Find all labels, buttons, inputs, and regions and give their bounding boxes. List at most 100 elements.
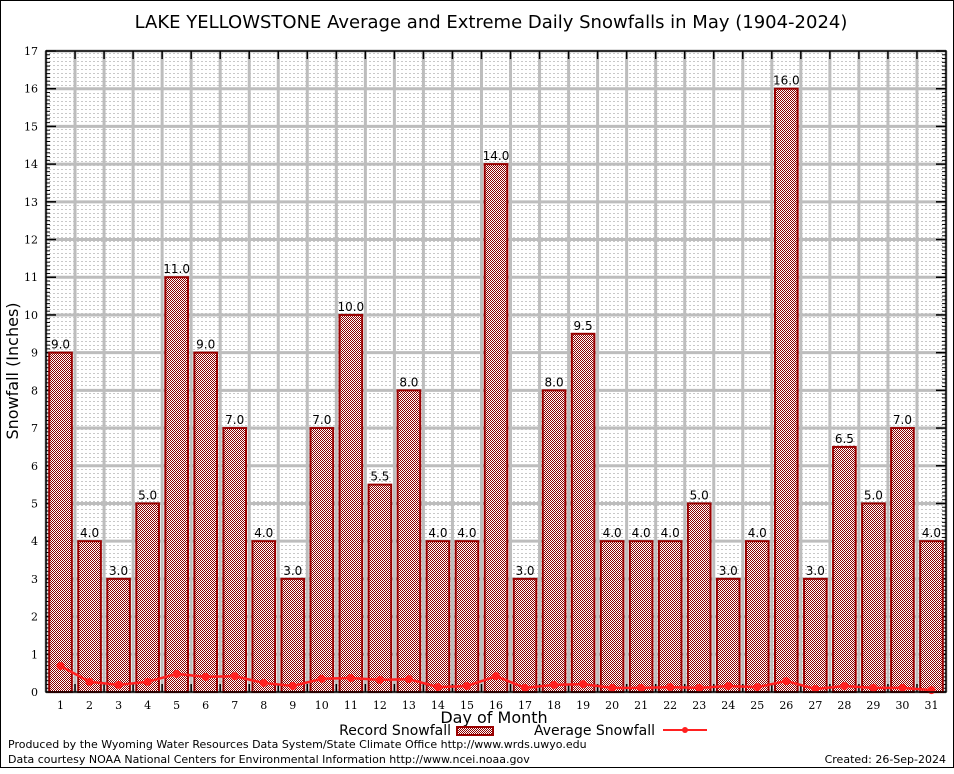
- average-point-day-9: [288, 681, 297, 690]
- bar-label: 3.0: [109, 564, 128, 578]
- bar-label: 4.0: [603, 526, 622, 540]
- x-tick-label: 16: [489, 699, 503, 712]
- bar-record-day-26: [774, 87, 799, 694]
- bar-label: 7.0: [225, 413, 244, 427]
- average-point-day-2: [85, 677, 94, 686]
- plot-border: [45, 50, 947, 693]
- average-point-day-3: [114, 680, 123, 689]
- y-tick-label: 2: [31, 611, 38, 624]
- y-tick-label: 6: [31, 460, 38, 473]
- average-point-day-17: [521, 683, 530, 692]
- average-point-day-12: [375, 675, 384, 684]
- average-point-day-5: [172, 669, 181, 678]
- y-tick-label: 5: [31, 497, 38, 510]
- y-tick-label: 4: [31, 535, 38, 548]
- bar-label: 7.0: [312, 413, 331, 427]
- bar-record-day-5: [164, 276, 189, 693]
- bar-record-day-19: [570, 332, 596, 693]
- x-tick-label: 6: [202, 699, 209, 712]
- bar-record-day-22: [657, 540, 683, 693]
- legend-swatch-record: [456, 726, 494, 736]
- bar-label: 4.0: [661, 526, 680, 540]
- bar-label: 3.0: [806, 564, 825, 578]
- average-point-day-26: [782, 677, 791, 686]
- bar-record-day-20: [599, 540, 625, 693]
- x-tick-label: 25: [750, 699, 764, 712]
- bar-record-day-21: [628, 540, 654, 693]
- bar-record-day-27: [803, 577, 828, 693]
- x-tick-label: 18: [547, 699, 561, 712]
- bar-record-day-29: [861, 502, 886, 693]
- average-point-day-21: [637, 683, 646, 692]
- bar-label: 4.0: [632, 526, 651, 540]
- bar-label: 9.0: [51, 338, 70, 352]
- average-point-day-29: [869, 683, 878, 692]
- bar-record-day-14: [425, 540, 451, 693]
- plot-area: 012345678910111213141516179.04.03.05.011…: [24, 45, 948, 712]
- bar-record-day-7: [222, 427, 248, 693]
- bar-label: 4.0: [254, 526, 273, 540]
- bar-record-day-13: [396, 389, 422, 693]
- average-point-day-19: [579, 680, 588, 689]
- bar-record-day-6: [193, 351, 219, 693]
- x-tick-label: 30: [895, 699, 909, 712]
- average-point-day-23: [695, 683, 704, 692]
- average-point-day-16: [492, 672, 500, 681]
- average-point-day-8: [259, 678, 268, 687]
- bar-label: 5.0: [690, 488, 709, 502]
- bar-label: 10.0: [337, 300, 364, 314]
- bar-record-day-25: [744, 540, 770, 693]
- average-point-day-13: [404, 675, 413, 684]
- average-point-day-28: [840, 681, 849, 690]
- x-tick-label: 22: [663, 699, 677, 712]
- bar-record-day-11: [338, 313, 364, 693]
- average-point-day-27: [811, 684, 820, 693]
- y-tick-label: 3: [31, 573, 38, 586]
- x-tick-label: 31: [924, 699, 938, 712]
- average-point-day-30: [898, 683, 907, 692]
- bar-label: 3.0: [283, 564, 302, 578]
- x-tick-label: 23: [692, 699, 706, 712]
- bar-record-day-10: [309, 427, 335, 693]
- bar-label: 4.0: [428, 526, 447, 540]
- bar-record-day-28: [832, 445, 857, 694]
- bar-label: 8.0: [399, 375, 418, 389]
- average-point-day-24: [724, 681, 733, 690]
- bar-label: 7.0: [893, 413, 912, 427]
- bar-record-day-18: [541, 389, 567, 693]
- bar-record-day-2: [77, 540, 102, 693]
- legend-marker-average: [682, 727, 688, 733]
- average-point-day-25: [753, 683, 762, 692]
- bar-record-day-23: [686, 502, 712, 693]
- x-tick-label: 12: [373, 699, 387, 712]
- average-point-day-6: [201, 672, 210, 681]
- x-tick-label: 9: [289, 699, 296, 712]
- bar-label: 3.0: [515, 564, 534, 578]
- x-tick-label: 7: [231, 699, 238, 712]
- x-tick-label: 20: [605, 699, 619, 712]
- y-tick-label: 12: [24, 234, 38, 247]
- bar-label: 6.5: [835, 432, 854, 446]
- legend: Record Snowfall Average Snowfall: [339, 723, 707, 739]
- y-tick-label: 9: [31, 347, 38, 360]
- y-axis-label: Snowfall (Inches): [3, 302, 22, 439]
- footer-data-source: Data courtesy NOAA National Centers for …: [8, 753, 530, 766]
- bar-record-day-16: [483, 163, 509, 693]
- average-point-day-11: [346, 674, 355, 683]
- x-tick-label: 11: [344, 699, 358, 712]
- y-tick-label: 10: [24, 309, 38, 322]
- x-tick-label: 19: [576, 699, 590, 712]
- x-tick-label: 2: [86, 699, 93, 712]
- y-tick-label: 1: [31, 648, 38, 661]
- bar-record-day-9: [280, 577, 306, 693]
- bar-record-day-17: [512, 577, 538, 693]
- bar-record-day-1: [48, 351, 73, 693]
- bar-record-day-3: [106, 577, 131, 693]
- x-tick-label: 4: [144, 699, 151, 712]
- y-tick-label: 14: [24, 158, 38, 171]
- x-tick-label: 26: [779, 699, 793, 712]
- bar-record-day-24: [715, 577, 741, 693]
- bar-label: 4.0: [457, 526, 476, 540]
